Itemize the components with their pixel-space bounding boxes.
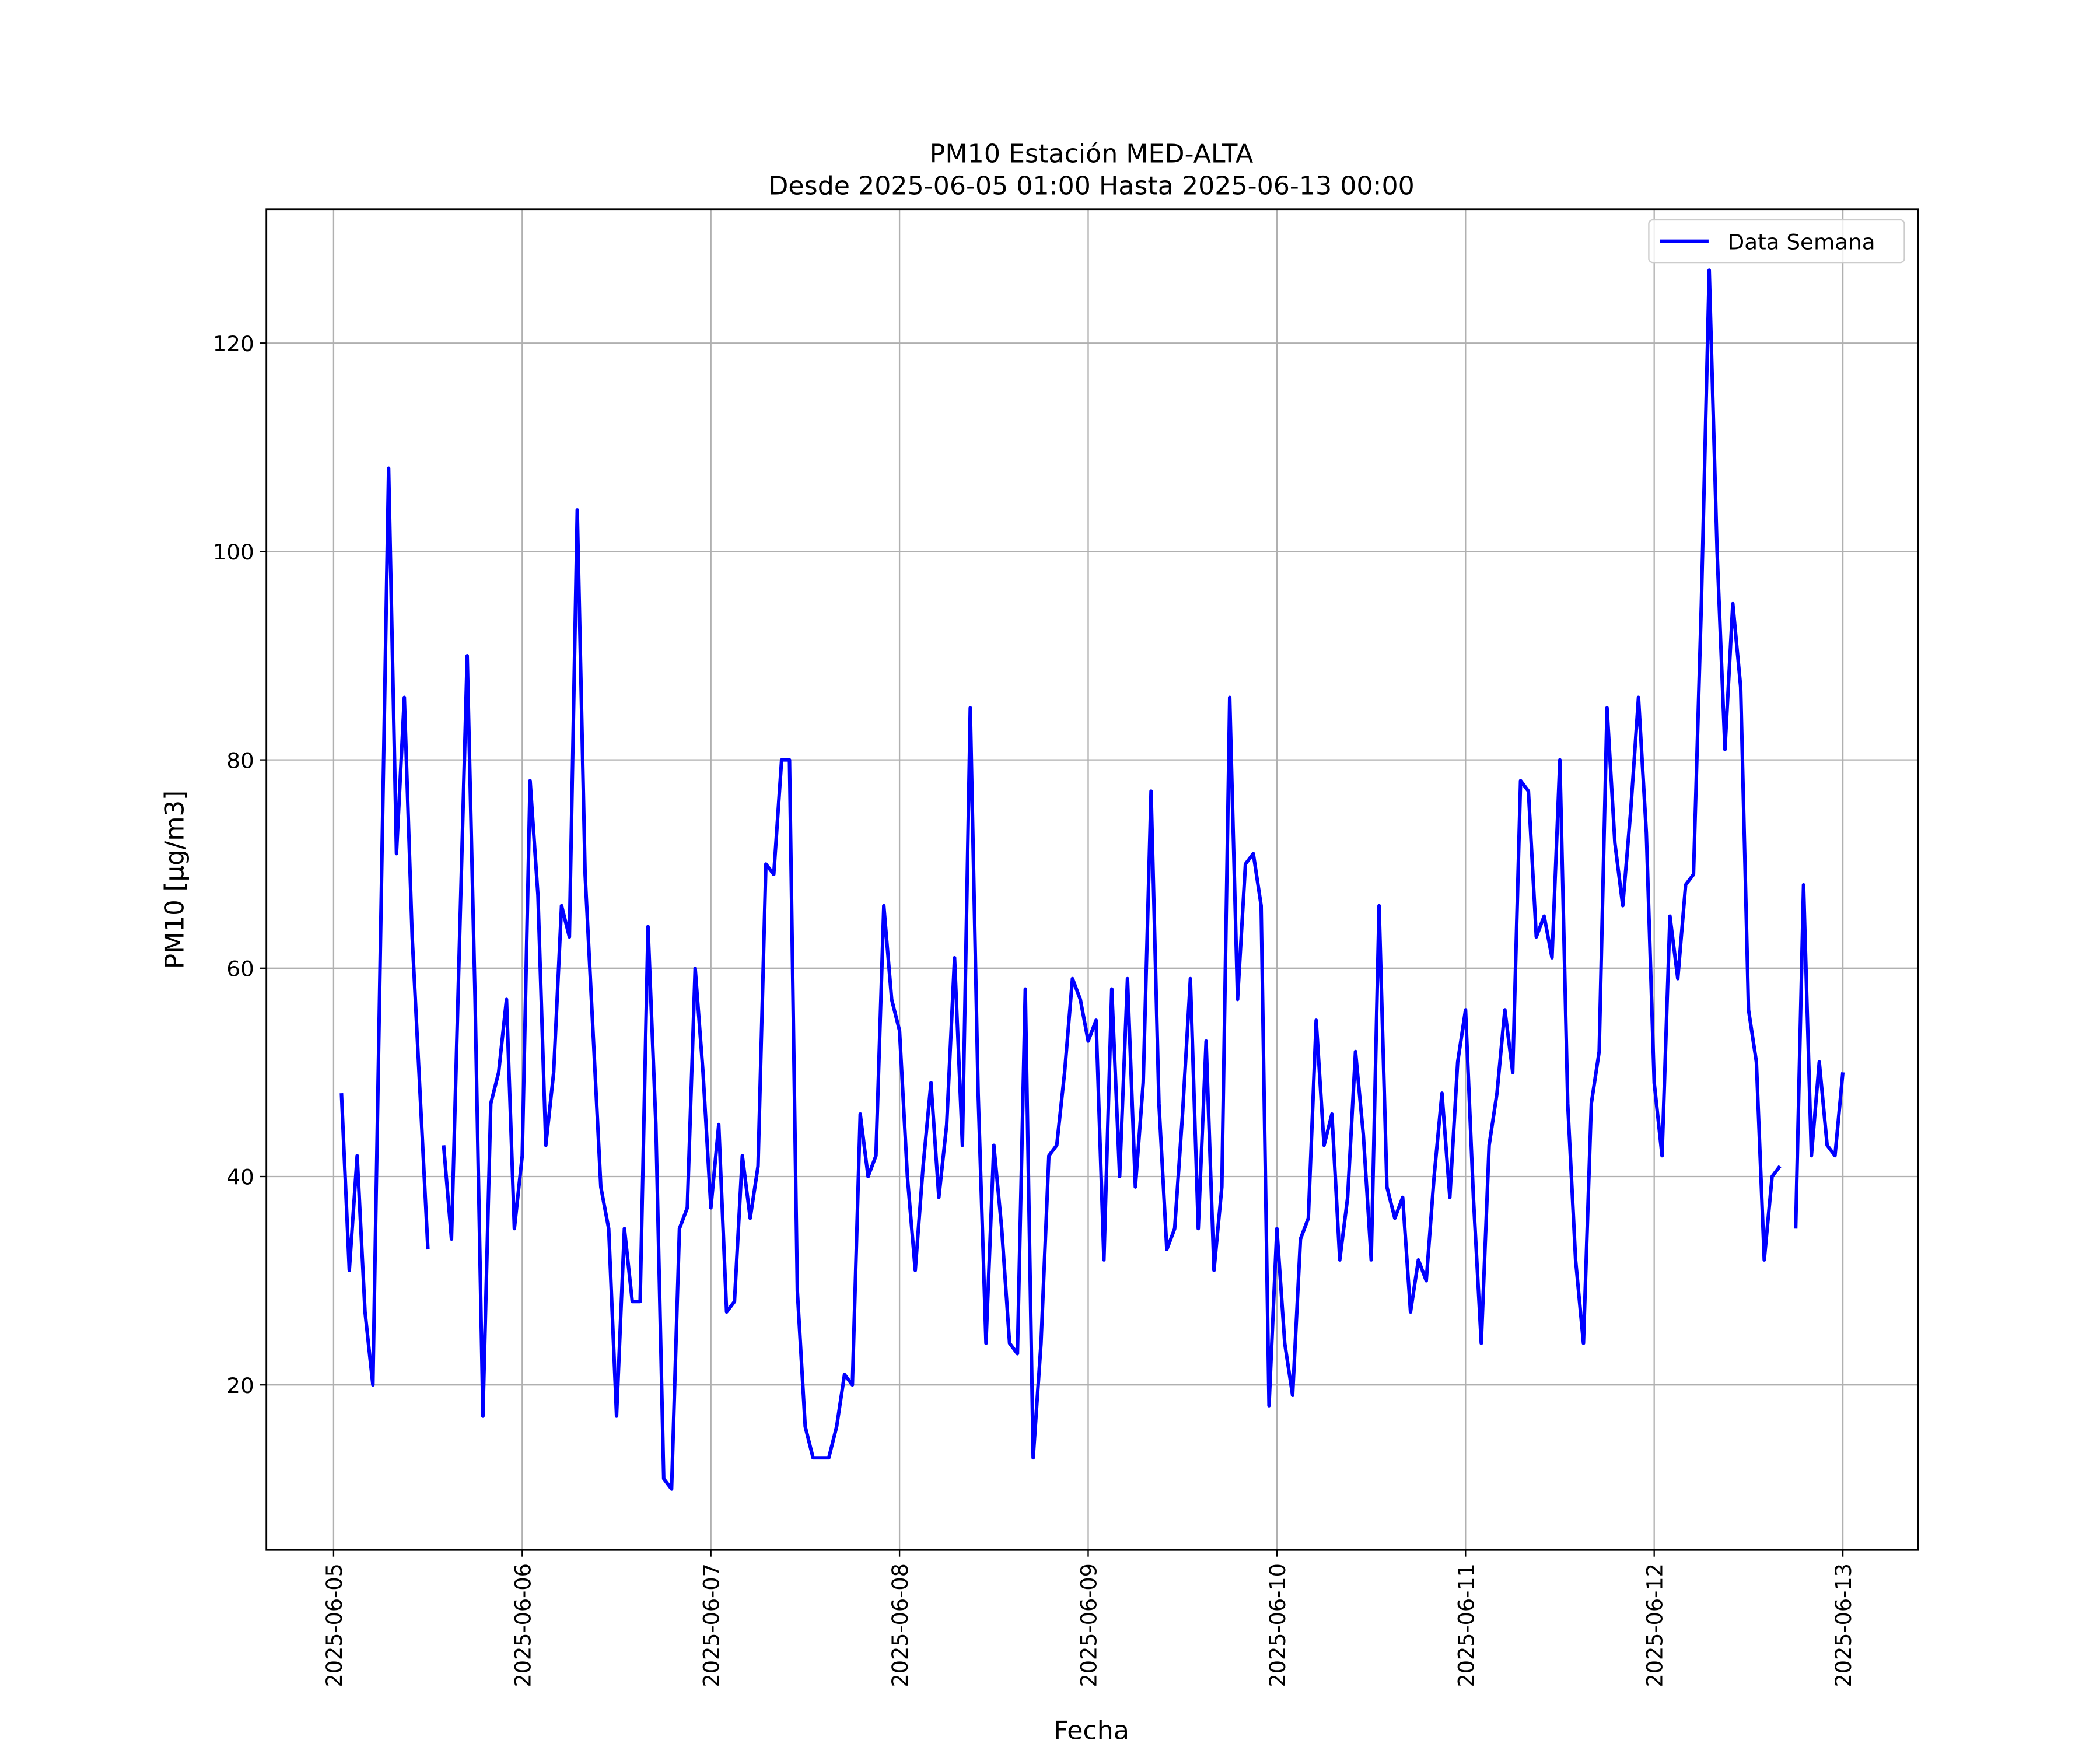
x-tick-label: 2025-06-10 (1265, 1563, 1290, 1687)
data-line (340, 268, 1845, 1491)
legend-label: Data Semana (1728, 230, 1875, 255)
y-axis-label: PM10 [μg/m3] (160, 790, 190, 969)
y-tick-label: 80 (226, 748, 254, 774)
chart-title: PM10 Estación MED-ALTA (930, 139, 1254, 169)
chart-subtitle: Desde 2025-06-05 01:00 Hasta 2025-06-13 … (768, 172, 1414, 201)
x-tick-label: 2025-06-06 (510, 1563, 536, 1687)
y-tick-label: 60 (226, 957, 254, 982)
x-axis-label: Fecha (1054, 1716, 1129, 1745)
plot-frame (265, 208, 1919, 1551)
x-tick-label: 2025-06-12 (1642, 1563, 1667, 1687)
legend-box (1648, 219, 1905, 264)
legend: Data Semana (1648, 219, 1905, 264)
x-tick-label: 2025-06-13 (1831, 1563, 1856, 1687)
y-tick-label: 100 (213, 540, 254, 565)
x-tick-label: 2025-06-05 (322, 1563, 347, 1687)
y-tick-label: 120 (213, 331, 254, 356)
x-tick-label: 2025-06-09 (1076, 1563, 1101, 1687)
x-tick-label: 2025-06-08 (888, 1563, 913, 1687)
x-tick-label: 2025-06-11 (1454, 1563, 1479, 1687)
y-tick-label: 20 (226, 1373, 254, 1398)
y-tick-label: 40 (226, 1165, 254, 1190)
x-tick-label: 2025-06-07 (699, 1563, 724, 1687)
